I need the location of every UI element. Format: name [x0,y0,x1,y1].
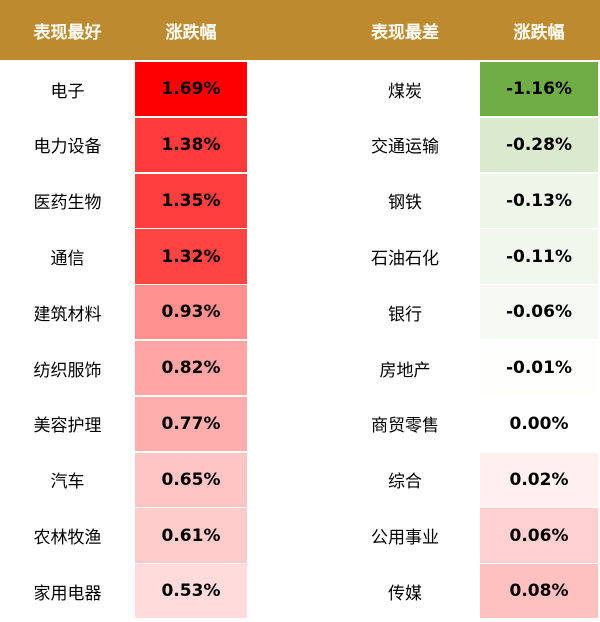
change-cell: 0.08% [480,564,598,619]
sector-cell: 房地产 [379,360,431,381]
sector-cell: 电子 [50,81,85,102]
change-cell: -0.11% [480,229,598,284]
change-cell: 0.93% [135,285,247,340]
change-cell: -0.28% [480,117,598,173]
header-cell: 涨跌幅 [165,22,217,43]
sector-cell: 纺织服饰 [33,360,102,381]
change-cell: 0.00% [480,396,598,452]
sector-cell: 商贸零售 [371,416,439,437]
sector-cell: 石油石化 [371,249,439,270]
sector-cell: 医药生物 [33,193,102,214]
sector-cell: 传媒 [388,583,422,604]
header-cell: 表现最好 [33,22,102,43]
change-cell: 0.82% [135,341,247,396]
sector-cell: 公用事业 [371,528,439,549]
sector-cell: 电力设备 [33,137,102,158]
change-cell: 1.38% [135,117,247,173]
change-cell: 1.69% [135,62,247,117]
sector-cell: 银行 [388,304,422,325]
sector-cell: 钢铁 [388,193,422,214]
sector-cell: 农林牧渔 [33,528,102,549]
change-cell: 1.35% [135,173,247,228]
sector-cell: 通信 [50,249,85,270]
change-cell: 0.02% [480,452,598,507]
change-cell: 0.53% [135,564,247,619]
change-cell: -0.06% [480,285,598,340]
change-cell: 1.32% [135,229,247,284]
header-bar [0,0,600,60]
change-cell: -0.13% [480,173,598,228]
sector-cell: 美容护理 [33,416,102,437]
sector-cell: 交通运输 [371,137,439,158]
change-cell: -0.01% [480,341,598,396]
change-cell: 0.06% [480,508,598,563]
change-cell: 0.77% [135,396,247,452]
sector-cell: 综合 [388,472,422,493]
change-cell: 0.61% [135,508,247,563]
sector-cell: 汽车 [50,472,85,493]
sector-cell: 煤炭 [388,81,422,102]
sector-cell: 建筑材料 [33,304,102,325]
sector-cell: 家用电器 [33,583,102,604]
change-cell: 0.65% [135,452,247,507]
header-cell: 表现最差 [371,22,439,43]
change-cell: -1.16% [480,62,598,117]
header-cell: 涨跌幅 [513,22,565,43]
